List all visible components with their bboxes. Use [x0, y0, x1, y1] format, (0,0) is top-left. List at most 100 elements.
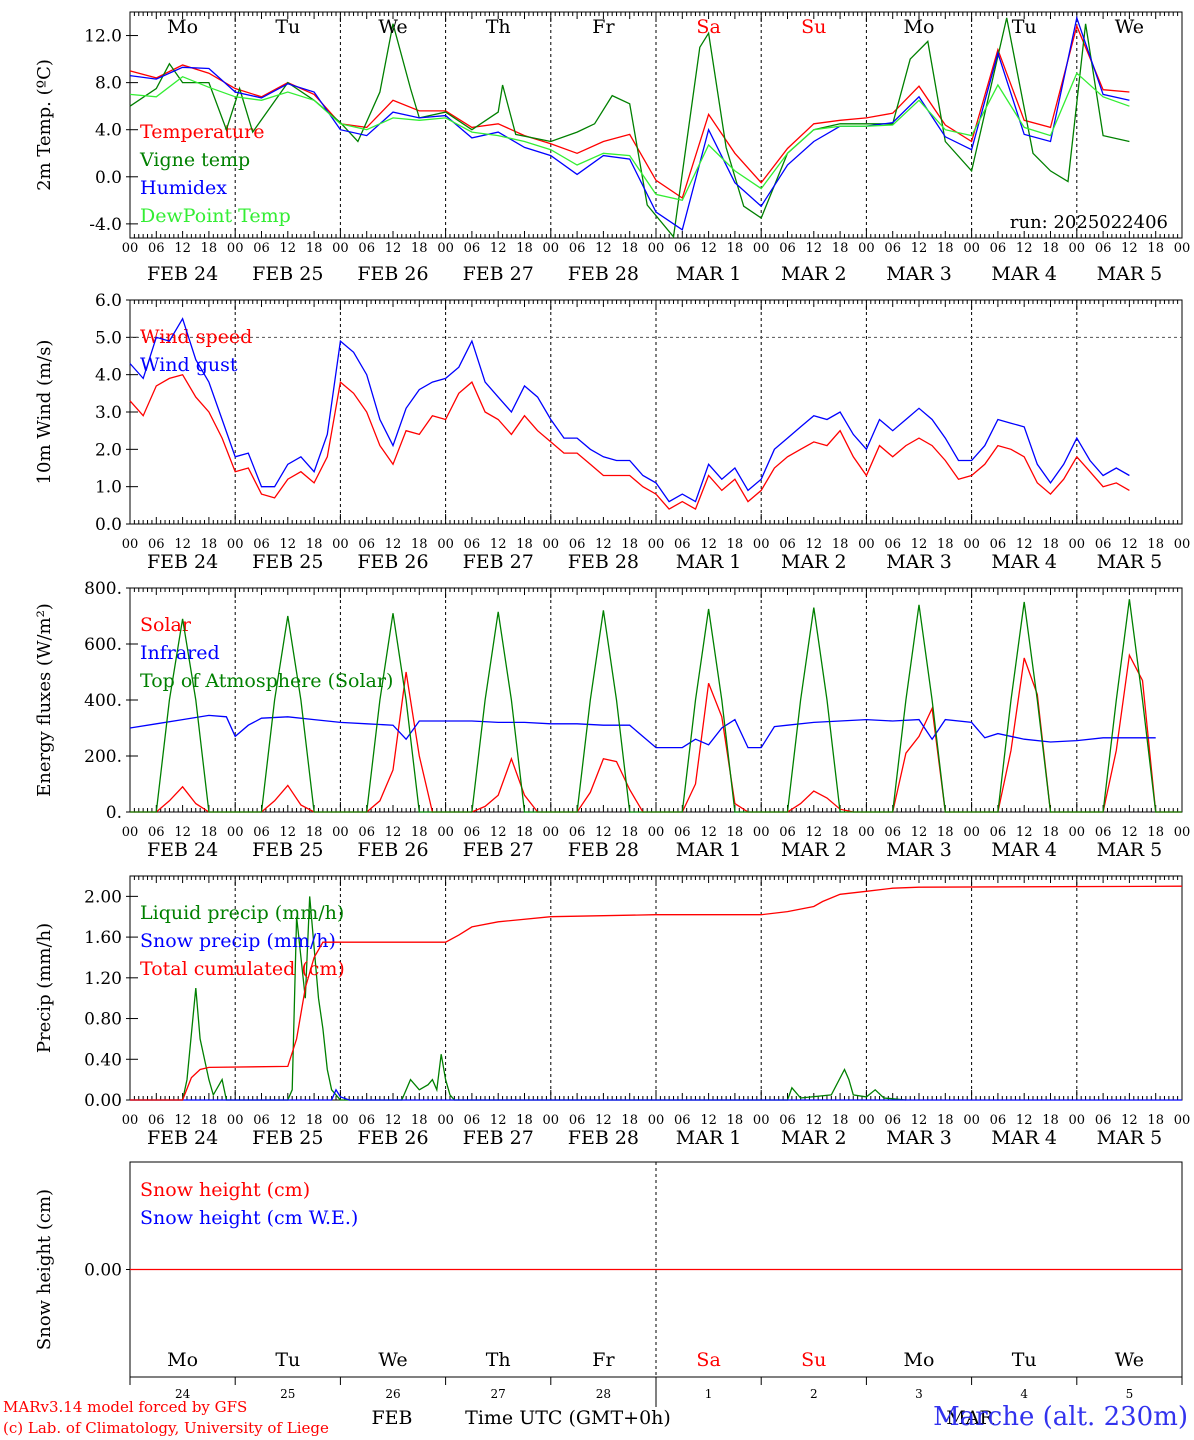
- hour-tick-label: 06: [1095, 537, 1112, 552]
- hour-tick-label: 06: [253, 537, 270, 552]
- hour-tick-label: 00: [963, 1113, 980, 1128]
- date-label: FEB 25: [252, 839, 323, 861]
- hour-tick-label: 06: [990, 241, 1007, 256]
- hour-tick-label: 12: [1121, 241, 1138, 256]
- hour-tick-label: 12: [490, 825, 507, 840]
- hour-tick-label: 18: [937, 537, 954, 552]
- y-axis-label: Precip (mm/h): [34, 923, 55, 1053]
- hour-tick-label: 06: [253, 1113, 270, 1128]
- hour-tick-label: 18: [411, 825, 428, 840]
- y-tick-label: 3.0: [95, 403, 122, 423]
- hour-tick-label: 06: [358, 825, 375, 840]
- series-line-snow-precip-mm-h-: [130, 1088, 1182, 1101]
- hour-tick-label: 18: [1042, 1113, 1059, 1128]
- hour-tick-label: 18: [516, 241, 533, 256]
- date-label: MAR 1: [676, 839, 742, 861]
- hour-tick-label: 00: [122, 1113, 139, 1128]
- hour-tick-label: 00: [543, 537, 560, 552]
- hour-tick-label: 00: [227, 1113, 244, 1128]
- hour-tick-label: 06: [464, 241, 481, 256]
- hour-tick-label: 12: [700, 1113, 717, 1128]
- date-label: FEB 25: [252, 551, 323, 573]
- date-label: FEB 24: [147, 839, 218, 861]
- hour-tick-label: 00: [332, 241, 349, 256]
- y-tick-label: 1.0: [95, 478, 122, 498]
- hour-tick-label: 06: [884, 1113, 901, 1128]
- weekday-label: Mo: [904, 16, 935, 38]
- weekday-label: We: [378, 16, 407, 38]
- day-number-label: 2: [810, 1387, 818, 1401]
- hour-tick-label: 12: [1016, 241, 1033, 256]
- date-label: MAR 2: [781, 263, 847, 285]
- hour-tick-label: 18: [411, 537, 428, 552]
- series-line-wind-gust: [129, 317, 1130, 503]
- hour-tick-label: 18: [937, 1113, 954, 1128]
- date-label: FEB 27: [463, 839, 534, 861]
- hour-tick-label: 12: [1121, 825, 1138, 840]
- series-line-temperature: [129, 24, 1130, 200]
- hour-tick-label: 00: [1069, 1113, 1086, 1128]
- day-number-label: 5: [1126, 1387, 1134, 1401]
- panel-temp: 12.0 8.0 4.0 0.0 -4.0 2m Temp. (ºC) Temperatur…: [34, 11, 1190, 285]
- hour-tick-label: 18: [727, 825, 744, 840]
- hour-tick-label: 18: [306, 537, 323, 552]
- hour-tick-label: 00: [753, 1113, 770, 1128]
- hour-tick-label: 06: [148, 241, 165, 256]
- hour-tick-label: 18: [306, 241, 323, 256]
- hour-tick-label: 00: [1069, 537, 1086, 552]
- hour-tick-label: 00: [858, 1113, 875, 1128]
- lab-credit: (c) Lab. of Climatology, University of L…: [3, 1419, 329, 1437]
- hour-tick-label: 06: [674, 825, 691, 840]
- date-label: MAR 2: [781, 551, 847, 573]
- y-tick-label: 0.0: [95, 168, 122, 188]
- hour-tick-label: 06: [674, 537, 691, 552]
- hour-tick-label: 00: [543, 825, 560, 840]
- y-tick-label: 800.: [84, 579, 122, 599]
- hour-tick-label: 00: [227, 825, 244, 840]
- date-label: FEB 25: [252, 263, 323, 285]
- hour-tick-label: 00: [437, 537, 454, 552]
- day-number-label: 28: [596, 1387, 611, 1401]
- legend-entry: Total cumulated (cm): [140, 958, 345, 980]
- model-credit: MARv3.14 model forced by GFS: [3, 1398, 248, 1416]
- hour-tick-label: 06: [779, 241, 796, 256]
- hour-tick-label: 12: [280, 1113, 297, 1128]
- date-label: MAR 4: [991, 839, 1057, 861]
- hour-tick-label: 00: [332, 1113, 349, 1128]
- hour-tick-label: 00: [1174, 825, 1191, 840]
- legend-entry: Humidex: [140, 177, 227, 199]
- plot-frame: [129, 299, 1183, 525]
- hour-tick-label: 00: [227, 537, 244, 552]
- hour-tick-label: 06: [674, 241, 691, 256]
- hour-tick-label: 18: [1147, 537, 1164, 552]
- hour-tick-label: 00: [858, 537, 875, 552]
- y-tick-label: 4.0: [95, 121, 122, 141]
- date-label: MAR 2: [781, 839, 847, 861]
- date-label: MAR 3: [886, 263, 952, 285]
- hour-tick-label: 12: [911, 825, 928, 840]
- hour-tick-label: 00: [437, 825, 454, 840]
- series-line-vigne-temp: [129, 17, 1130, 239]
- hour-tick-label: 12: [1016, 1113, 1033, 1128]
- hour-tick-label: 06: [990, 1113, 1007, 1128]
- hour-tick-label: 12: [174, 1113, 191, 1128]
- date-label: MAR 5: [1097, 551, 1163, 573]
- hour-tick-label: 18: [832, 1113, 849, 1128]
- series-line-dewpoint-temp: [129, 72, 1130, 202]
- y-tick-label: 4.0: [95, 366, 122, 386]
- hour-tick-label: 18: [1147, 1113, 1164, 1128]
- hour-tick-label: 00: [227, 241, 244, 256]
- weekday-label: Tu: [275, 1349, 300, 1371]
- hour-tick-label: 18: [411, 1113, 428, 1128]
- hour-tick-label: 12: [806, 1113, 823, 1128]
- hour-tick-label: 00: [963, 537, 980, 552]
- weekday-label: Tu: [1012, 16, 1037, 38]
- station-title: Marche (alt. 230m): [933, 1402, 1188, 1432]
- hour-tick-label: 00: [1069, 241, 1086, 256]
- plot-frame: [129, 587, 1183, 813]
- hour-tick-label: 12: [490, 1113, 507, 1128]
- hour-tick-label: 12: [595, 825, 612, 840]
- hour-tick-label: 12: [595, 537, 612, 552]
- y-tick-label: 0.: [106, 803, 122, 823]
- date-label: FEB 28: [568, 551, 639, 573]
